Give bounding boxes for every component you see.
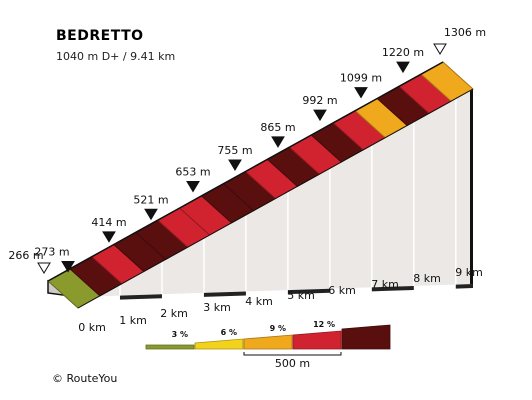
- profile-bottom-edge: [77, 88, 474, 309]
- legend-label: 9 %: [270, 324, 286, 333]
- elevation-label: 865 m: [260, 121, 295, 134]
- legend-swatch: [243, 334, 293, 350]
- elevation-label: 266 m: [8, 249, 43, 262]
- chart-title: BEDRETTO: [56, 28, 144, 44]
- distance-bar-segment: [455, 284, 473, 289]
- elevation-label: 1099 m: [340, 72, 382, 85]
- elevation-marker: [396, 61, 410, 74]
- km-label: 4 km: [245, 295, 273, 308]
- chart-subtitle: 1040 m D+ / 9.41 km: [56, 50, 176, 63]
- elevation-marker: [313, 109, 327, 122]
- elevation-marker: [102, 231, 116, 243]
- distance-bar-segment: [371, 285, 414, 292]
- km-label: 7 km: [371, 278, 399, 291]
- km-label: 8 km: [413, 272, 441, 285]
- km-label: 9 km: [455, 266, 483, 279]
- legend-label: 6 %: [221, 328, 237, 337]
- legend-label: 3 %: [172, 330, 188, 339]
- elevation-marker: [228, 159, 242, 171]
- elevation-marker: [37, 262, 51, 274]
- distance-bar-segment: [119, 294, 162, 300]
- elevation-marker: [433, 43, 447, 55]
- elevation-label: 521 m: [133, 193, 168, 206]
- elevation-marker: [354, 87, 368, 99]
- legend-scale-label: 500 m: [275, 357, 310, 370]
- elevation-label: 1220 m: [382, 46, 424, 59]
- legend-swatch: [292, 330, 342, 350]
- legend-swatch: [145, 344, 195, 350]
- elevation-label: 755 m: [217, 144, 252, 157]
- elevation-label: 1306 m: [444, 26, 486, 39]
- km-label: 1 km: [119, 314, 147, 327]
- elevation-marker: [61, 261, 75, 273]
- elevation-marker: [186, 181, 200, 193]
- distance-bar-segment: [287, 288, 330, 295]
- elevation-label: 273 m: [34, 246, 69, 259]
- km-label: 5 km: [287, 289, 315, 302]
- km-label: 6 km: [328, 284, 356, 297]
- distance-bar-segment: [203, 291, 246, 297]
- elevation-label: 992 m: [302, 94, 337, 107]
- km-label: 2 km: [160, 307, 188, 320]
- profile-end-edge: [443, 62, 473, 284]
- legend-swatch: [341, 324, 391, 350]
- routeyou-credit: © RouteYou: [52, 372, 118, 385]
- elevation-marker: [271, 136, 285, 148]
- legend-scale-bar: [243, 352, 342, 356]
- legend-label: 12 %: [313, 320, 335, 329]
- km-label: 3 km: [203, 301, 231, 314]
- elevation-label: 653 m: [175, 166, 210, 179]
- profile-top-edge: [47, 61, 444, 282]
- elevation-label: 414 m: [91, 216, 126, 229]
- legend-swatch: [194, 338, 244, 350]
- elevation-marker: [144, 208, 158, 221]
- km-label: 0 km: [78, 321, 106, 334]
